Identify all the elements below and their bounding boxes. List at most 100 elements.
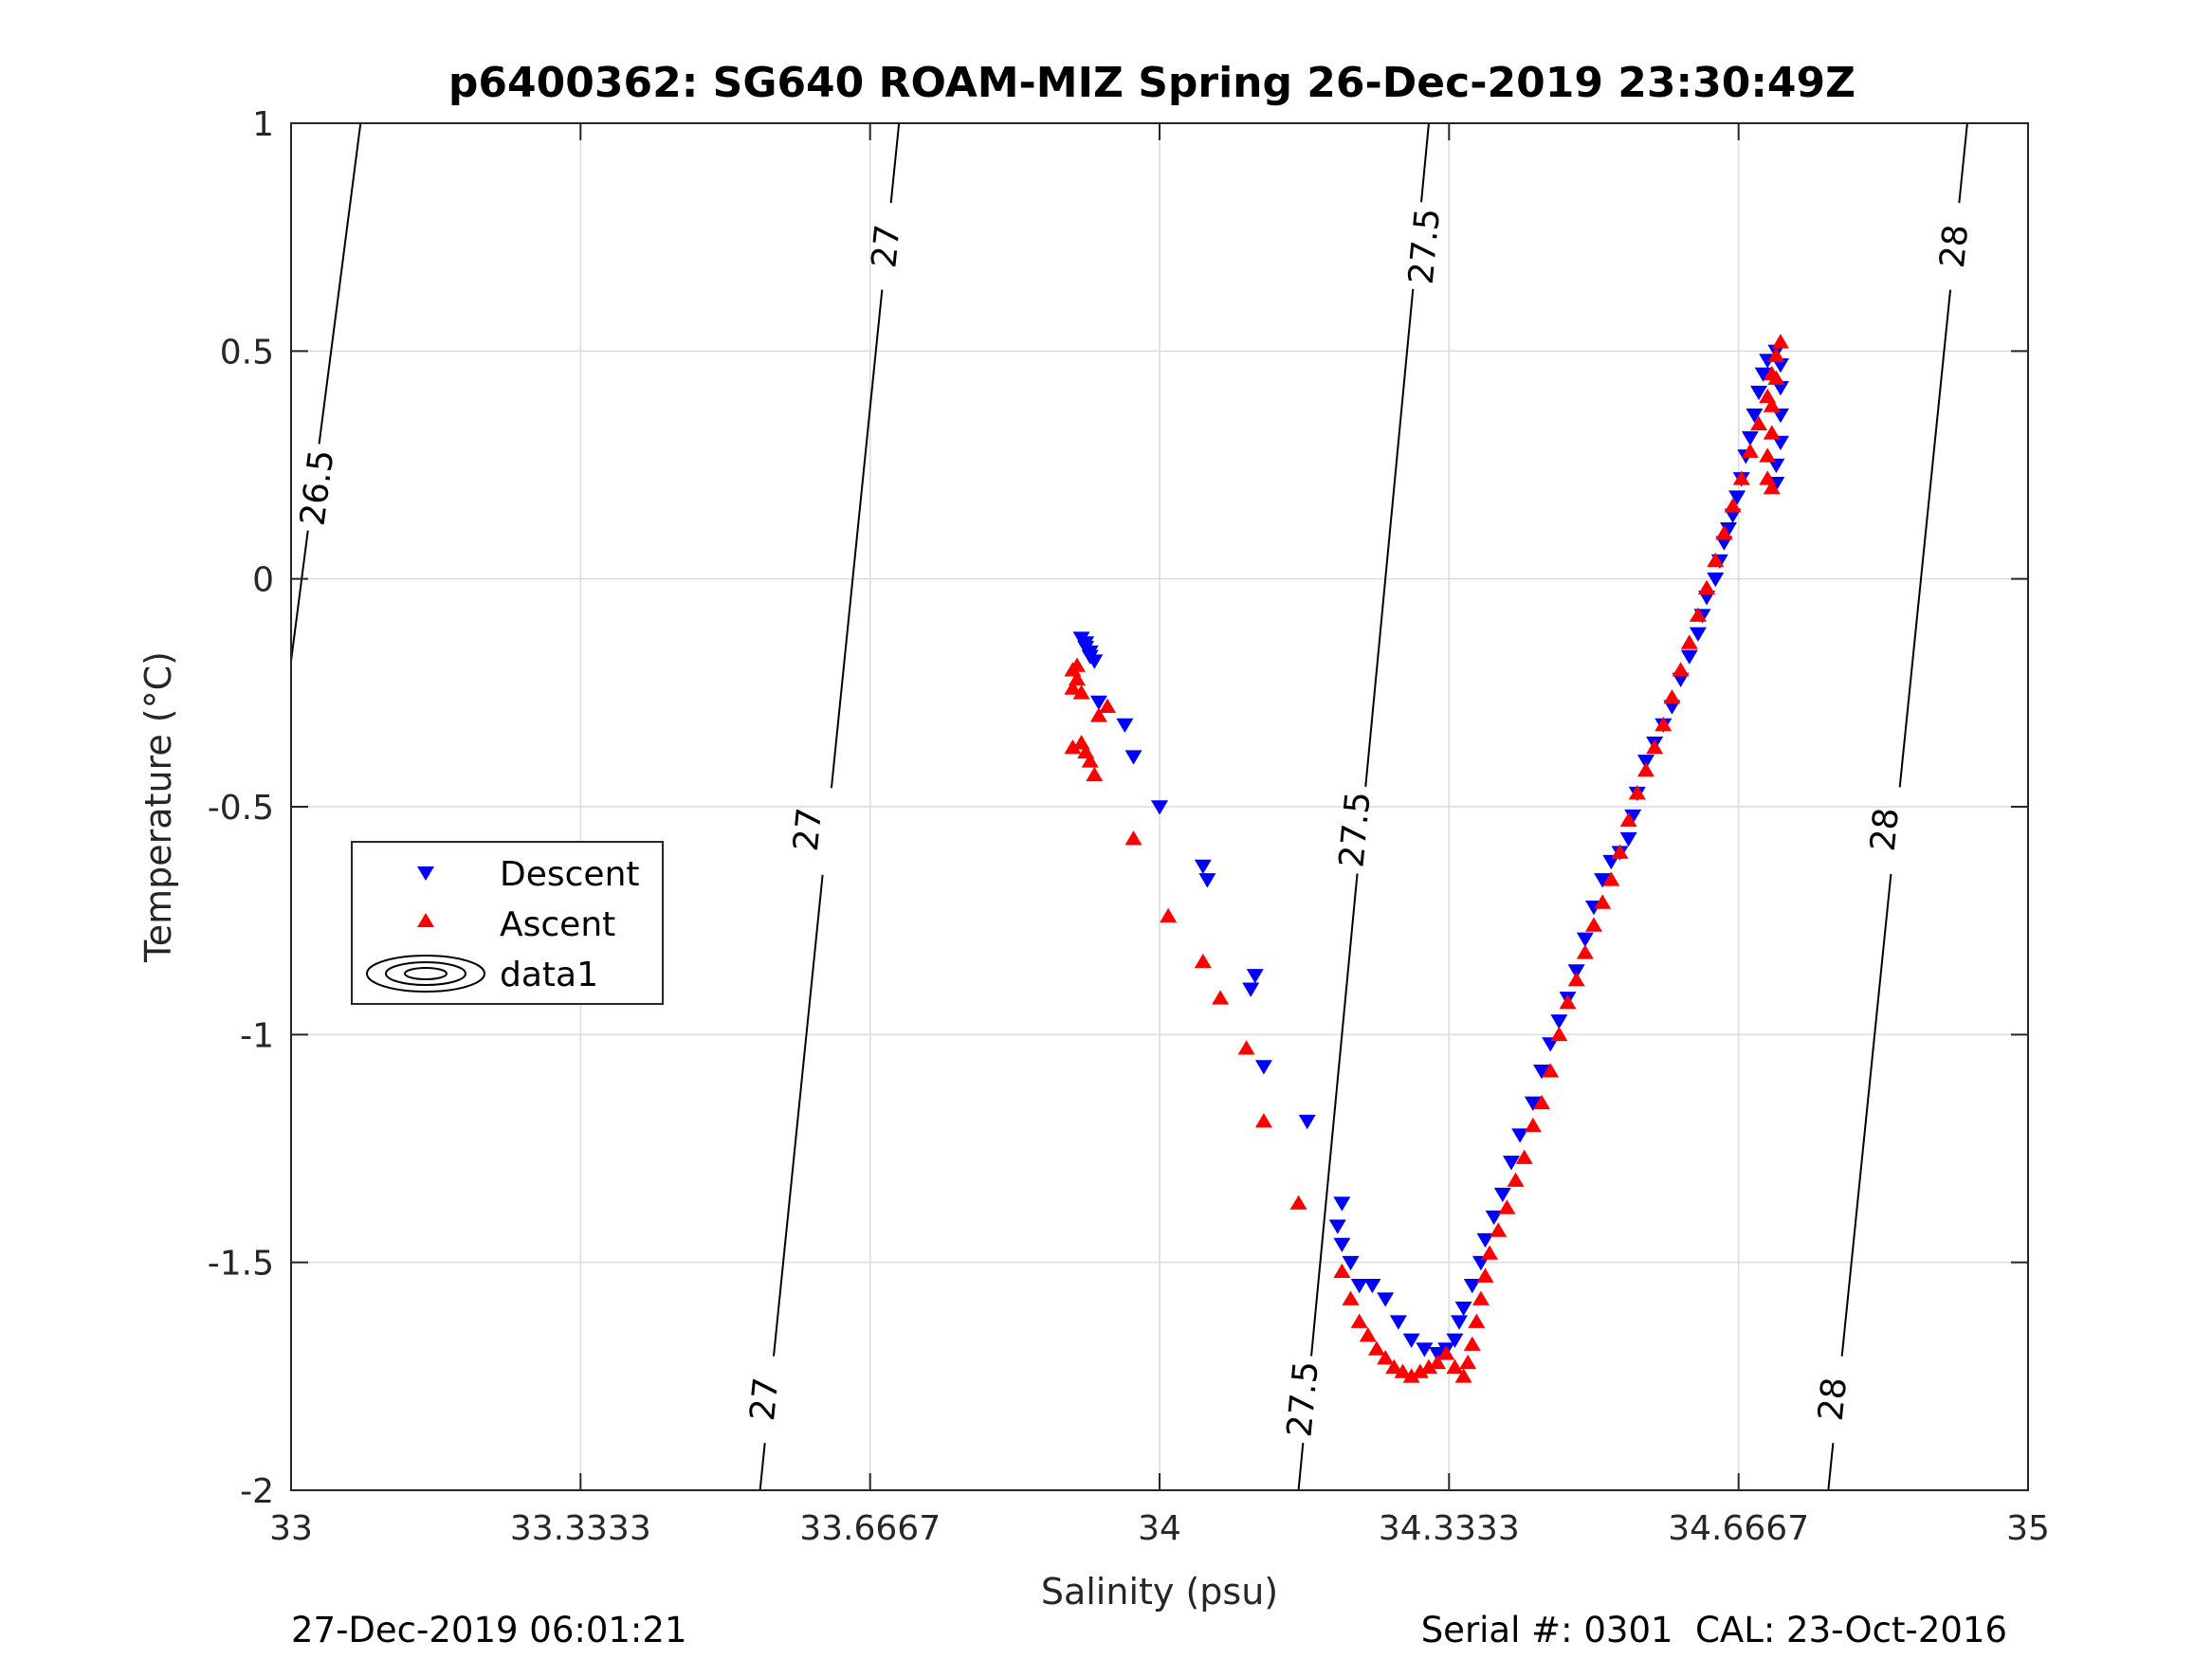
descent-point [1576,932,1594,947]
chart-title: p6400362: SG640 ROAM-MIZ Spring 26-Dec-2… [448,59,1856,107]
ascent-point [1559,994,1577,1010]
descent-point [1089,695,1107,710]
descent-point [1350,1278,1368,1294]
ascent-point [1212,990,1230,1005]
ascent-point [1741,443,1759,458]
ascent-point [1763,479,1781,495]
descent-point [1502,1156,1520,1171]
descent-point [1524,1096,1542,1111]
ascent-point [1672,662,1690,677]
isopycnal-line [889,122,901,204]
isopycnal-label: 28 [1864,806,1907,853]
ascent-point [1663,689,1681,704]
descent-point [1636,755,1654,770]
descent-point [1493,1187,1511,1203]
ascent-point [1689,607,1707,622]
isopycnal-label: 27.5 [1402,207,1448,286]
descent-point [1254,1060,1272,1075]
descent-point [1463,1278,1481,1294]
descent-point [1246,969,1264,984]
ascent-point [1068,657,1086,672]
ascent-point [1160,907,1178,923]
ascent-point [1419,1358,1437,1374]
descent-point [1389,1315,1407,1330]
ascent-point [1698,579,1716,595]
isopycnal-line [1827,1443,1835,1491]
descent-point [1124,750,1143,765]
y-tick-label: -1 [240,1016,274,1055]
ascent-point [1533,1094,1551,1110]
descent-point [1533,1065,1551,1080]
density-contours: 26.5 27 27 27 27.5 27.5 27.5 28 28 28 [290,122,1976,1491]
ascent-point [1498,1199,1516,1214]
footer-timestamp: 27-Dec-2019 06:01:21 [291,1610,686,1650]
legend-descent-marker [417,866,434,881]
ascent-point [1446,1358,1464,1374]
ascent-point [1429,1354,1447,1370]
ascent-point [1385,1358,1403,1374]
x-axis-label: Salinity (psu) [1041,1571,1278,1613]
descent-point [1567,964,1585,979]
ascent-point [1081,753,1099,768]
descent-point [1741,430,1759,447]
ascent-point [1411,1363,1429,1378]
ascent-point [1767,347,1785,362]
descent-point [1754,367,1772,382]
isopycnal-label: 27.5 [1332,790,1378,869]
ascent-point [1350,1313,1368,1328]
isopycnal-line [1840,873,1892,1357]
x-tick-label: 33.6667 [799,1509,941,1548]
ascent-point [1463,1336,1481,1351]
ascent-point [1619,811,1637,828]
y-tick-label: 1 [252,105,274,144]
ascent-point [1585,917,1602,932]
descent-point [1377,1292,1395,1307]
descent-point [1116,718,1134,734]
ascent-point [1437,1345,1455,1360]
descent-point [1750,385,1768,401]
ascent-point [1602,871,1620,886]
ascent-point [1763,397,1781,412]
isopycnal-label: 27 [743,1376,786,1423]
ascent-point [1476,1267,1494,1283]
ascent-point [1707,552,1725,568]
descent-point [1707,572,1725,588]
legend-ascent-label: Ascent [500,905,615,944]
descent-point [1746,408,1764,424]
ascent-point [1550,1026,1568,1042]
ascent-point [1064,680,1082,695]
ascent-point [1759,447,1777,463]
x-tick-label: 34.6667 [1668,1509,1809,1548]
descent-point [1198,873,1216,888]
isopycnal-line [1364,288,1415,787]
ascent-point [1481,1245,1499,1260]
descent-point [1689,627,1707,642]
ascent-point [1333,1263,1351,1279]
ascent-point [1628,785,1646,800]
isopycnal-line [318,122,362,445]
legend: Descent Ascent data1 [351,841,664,1005]
descent-point [1342,1255,1360,1271]
descent-point [1619,831,1637,848]
descent-point [1242,982,1260,997]
isopycnal-label: 27 [865,223,907,270]
descent-point [1485,1210,1503,1226]
legend-descent-label: Descent [500,855,640,894]
ascent-point [1750,415,1768,430]
descent-point [1081,649,1099,665]
y-tick-label: 0.5 [220,333,274,372]
ascent-point [1611,844,1629,859]
isopycnal-line [773,874,824,1357]
descent-point [1328,1219,1346,1234]
ascent-point [1194,953,1212,969]
legend-ascent-marker [417,913,434,927]
legend-data1-label: data1 [500,956,598,994]
ascent-point [1064,738,1082,755]
y-tick-label: -1.5 [208,1245,274,1284]
ascent-point [1342,1290,1360,1305]
ascent-point [1594,894,1612,909]
ascent-point [1515,1149,1533,1164]
x-tick-label: 33 [269,1509,313,1548]
ascent-point [1402,1368,1420,1383]
